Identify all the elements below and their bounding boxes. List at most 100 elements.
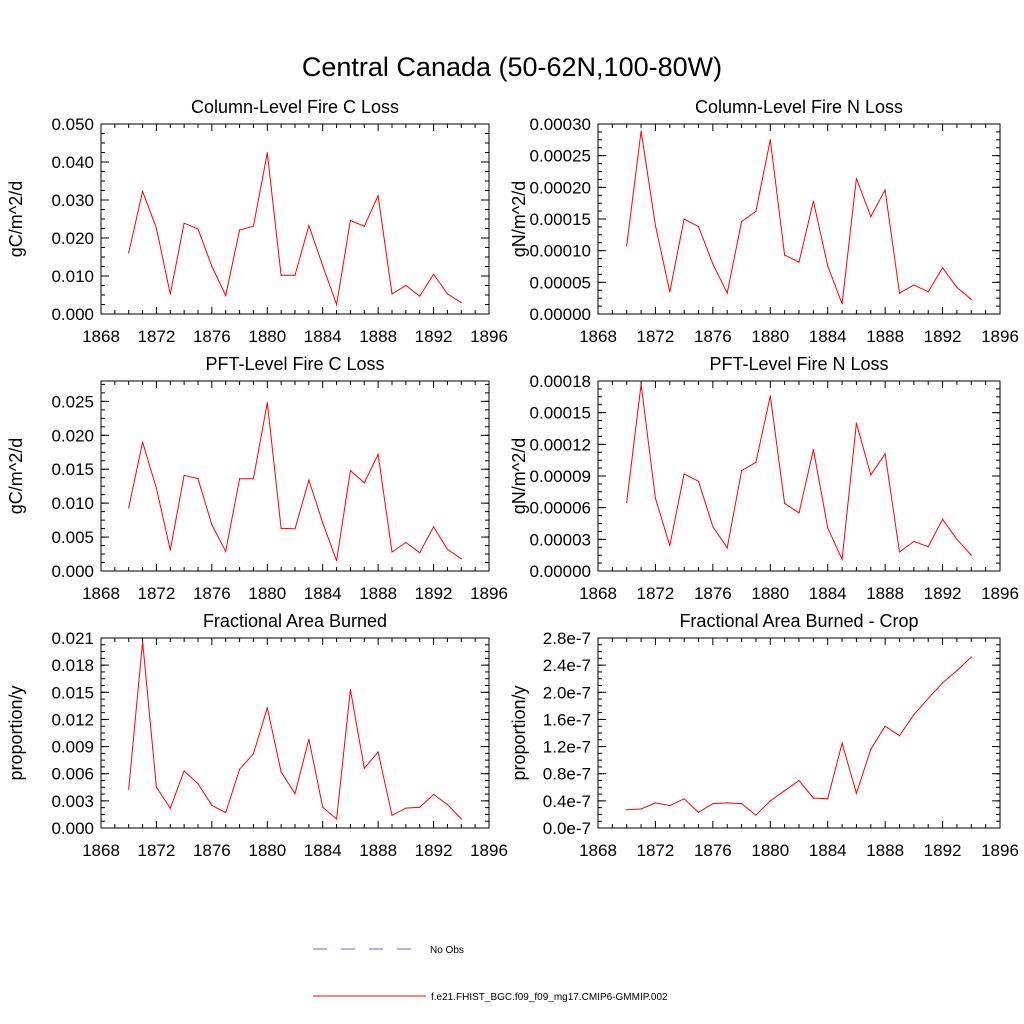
data-point [683, 473, 685, 475]
data-point [225, 294, 227, 296]
data-point [755, 210, 757, 212]
data-point [726, 802, 728, 804]
data-point [183, 770, 185, 772]
data-point [266, 402, 268, 404]
x-tick-label: 1880 [248, 584, 286, 603]
series-line [128, 641, 462, 820]
x-tick-label: 1896 [470, 841, 508, 860]
data-point [970, 656, 972, 658]
data-point [405, 284, 407, 287]
data-point [798, 779, 800, 782]
data-point [898, 735, 901, 737]
data-point [697, 480, 700, 482]
data-point [142, 441, 144, 443]
data-point [377, 751, 379, 753]
data-point [433, 526, 435, 528]
data-point [446, 548, 448, 550]
data-point [798, 512, 800, 514]
data-point [336, 303, 338, 306]
data-point [322, 522, 324, 524]
data-point [460, 302, 462, 304]
data-point [726, 292, 728, 294]
legend: No Obs f.e21.FHIST_BGC.f09_f09_mg17.CMIP… [313, 945, 668, 1003]
plot-frame [100, 380, 490, 572]
data-point [626, 245, 628, 247]
data-point [784, 502, 786, 504]
data-point [870, 215, 872, 218]
data-point [697, 811, 700, 814]
x-tick-label: 1884 [809, 584, 847, 603]
x-tick-label: 1880 [751, 327, 789, 346]
y-tick-label: 0.00015 [530, 404, 591, 423]
x-tick-label: 1880 [751, 841, 789, 860]
data-point [927, 546, 929, 548]
x-tick-label: 1892 [415, 584, 453, 603]
y-tick-label: 0.018 [51, 656, 94, 675]
y-tick-label: 0.0e-7 [543, 819, 591, 838]
data-point [266, 707, 268, 709]
y-tick-label: 0.010 [51, 494, 94, 513]
x-tick-label: 1892 [924, 841, 962, 860]
x-tick-label: 1868 [82, 327, 120, 346]
data-point [446, 803, 448, 806]
data-point [294, 793, 296, 795]
plot-frame [597, 380, 1001, 572]
data-point [460, 558, 462, 560]
y-axis-label: gN/m^2/d [509, 181, 529, 257]
data-point [855, 422, 858, 424]
y-tick-label: 0.8e-7 [543, 765, 591, 784]
data-point [841, 303, 843, 305]
x-tick-label: 1896 [981, 327, 1019, 346]
data-point [239, 478, 241, 480]
data-point [197, 478, 199, 480]
y-tick-label: 0.020 [51, 426, 94, 445]
y-tick-label: 0.00018 [530, 372, 591, 391]
y-tick-label: 0.00006 [530, 499, 591, 518]
x-tick-label: 1892 [415, 327, 453, 346]
data-point [884, 725, 886, 727]
data-point [363, 482, 365, 484]
x-tick-label: 1872 [637, 327, 675, 346]
x-tick-label: 1872 [138, 584, 176, 603]
y-tick-label: 0.009 [51, 738, 94, 757]
x-tick-label: 1892 [924, 327, 962, 346]
x-tick-label: 1868 [82, 584, 120, 603]
data-point [128, 252, 130, 254]
panel-pft-fire-c-loss: PFT-Level Fire C Loss 1868 1872 1876 1880 188… [6, 354, 508, 603]
data-point [322, 265, 324, 267]
y-tick-label: 0.021 [51, 629, 94, 648]
figure-title: Central Canada (50-62N,100-80W) [302, 52, 722, 82]
y-tick-label: 0.000 [51, 305, 94, 324]
data-point [812, 797, 815, 799]
x-tick-label: 1896 [981, 841, 1019, 860]
data-point [769, 139, 771, 141]
data-point [884, 453, 886, 455]
plot-frame [597, 637, 1001, 829]
data-point [769, 395, 771, 397]
data-point [784, 254, 786, 256]
x-tick-label: 1888 [359, 584, 397, 603]
y-axis-label: gN/m^2/d [509, 438, 529, 514]
data-point [970, 298, 972, 300]
y-tick-label: 0.010 [51, 267, 94, 286]
y-tick-label: 0.00005 [530, 273, 591, 292]
y-tick-label: 0.00030 [530, 115, 591, 134]
data-point [669, 545, 671, 547]
y-tick-label: 0.025 [51, 392, 94, 411]
data-point [280, 274, 282, 276]
y-tick-label: 0.00000 [530, 305, 591, 324]
data-point [349, 219, 351, 222]
legend-label-no-obs: No Obs [430, 945, 464, 956]
data-point [239, 229, 241, 231]
data-point [640, 130, 642, 132]
x-tick-label: 1876 [694, 327, 732, 346]
x-tick-label: 1892 [415, 841, 453, 860]
y-tick-label: 0.00003 [530, 530, 591, 549]
x-tick-label: 1884 [809, 841, 847, 860]
y-axis-label: proportion/y [6, 685, 26, 780]
data-point [870, 748, 872, 750]
y-tick-label: 0.000 [51, 562, 94, 581]
data-point [336, 560, 338, 562]
data-point [280, 771, 282, 773]
